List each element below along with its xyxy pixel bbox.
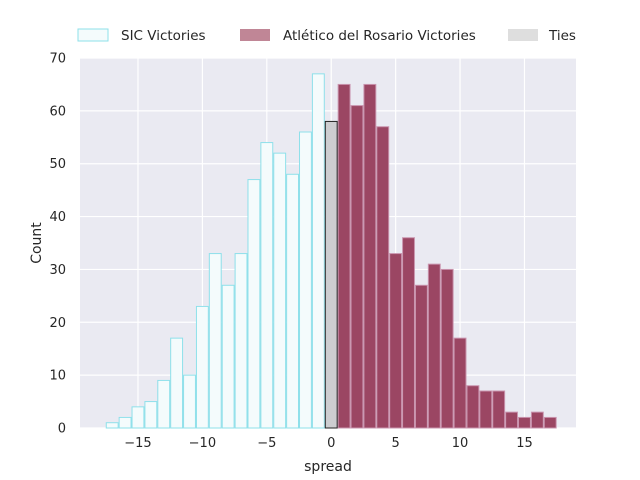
y-tick-label: 70: [49, 52, 66, 67]
y-tick-label: 10: [49, 369, 66, 384]
legend-label-sic: SIC Victories: [121, 28, 206, 44]
y-tick-label: 0: [58, 422, 66, 437]
x-tick-label: 15: [516, 436, 533, 451]
x-axis-label: spread: [304, 459, 352, 475]
sic-bar: [118, 416, 132, 429]
x-tick-label: −10: [189, 436, 216, 451]
sic-bar: [234, 253, 248, 429]
x-tick-label: 10: [452, 436, 469, 451]
atletico-bar: [453, 337, 467, 429]
y-tick-label: 60: [49, 104, 66, 119]
atletico-bar: [389, 253, 403, 429]
sic-bar: [311, 73, 325, 429]
sic-bar: [299, 131, 312, 429]
legend-swatch-atletico: [240, 29, 270, 41]
sic-bar: [273, 152, 287, 429]
sic-bar: [170, 337, 184, 429]
y-tick-label: 50: [49, 157, 66, 172]
bars: [105, 73, 557, 429]
x-tick-label: 5: [391, 436, 399, 451]
legend: SIC Victories Atlético del Rosario Victo…: [77, 28, 576, 44]
atletico-bar: [492, 390, 506, 429]
atletico-bar: [543, 416, 557, 429]
atletico-bar: [479, 390, 493, 429]
sic-bar: [221, 284, 235, 429]
atletico-bar: [518, 416, 531, 429]
x-tick-labels: −15 −10 −5 0 5 10 15: [124, 436, 532, 451]
atletico-bar: [337, 83, 351, 429]
y-tick-label: 20: [49, 316, 66, 331]
atletico-bar: [376, 126, 390, 429]
y-tick-label: 40: [49, 210, 66, 225]
x-tick-label: −15: [124, 436, 151, 451]
atletico-bar: [530, 411, 544, 429]
sic-bar: [157, 379, 171, 429]
sic-bar: [208, 253, 222, 429]
atletico-bar: [466, 385, 480, 429]
atletico-bar: [440, 268, 454, 429]
sic-bar: [131, 406, 145, 429]
atletico-bar: [350, 105, 364, 429]
legend-label-ties: Ties: [548, 28, 576, 44]
sic-bar: [260, 142, 274, 429]
legend-label-atletico: Atlético del Rosario Victories: [283, 28, 476, 44]
x-tick-label: 0: [327, 436, 335, 451]
y-axis-label: Count: [29, 222, 45, 264]
y-tick-labels: 0 10 20 30 40 50 60 70: [49, 52, 66, 437]
atletico-bar: [402, 237, 415, 429]
sic-bar: [286, 173, 300, 429]
x-tick-label: −5: [257, 436, 276, 451]
legend-swatch-ties: [508, 29, 538, 41]
y-tick-label: 30: [49, 263, 66, 278]
atletico-bar: [414, 284, 428, 429]
sic-bar: [183, 374, 196, 429]
sic-bar: [195, 305, 209, 429]
tie-bar: [324, 120, 338, 429]
atletico-bar: [505, 411, 519, 429]
sic-bar: [105, 422, 119, 429]
sic-bar: [247, 179, 261, 429]
atletico-bar: [427, 263, 441, 429]
atletico-bar: [363, 83, 377, 429]
legend-swatch-sic: [77, 28, 109, 42]
sic-bar: [144, 401, 158, 429]
